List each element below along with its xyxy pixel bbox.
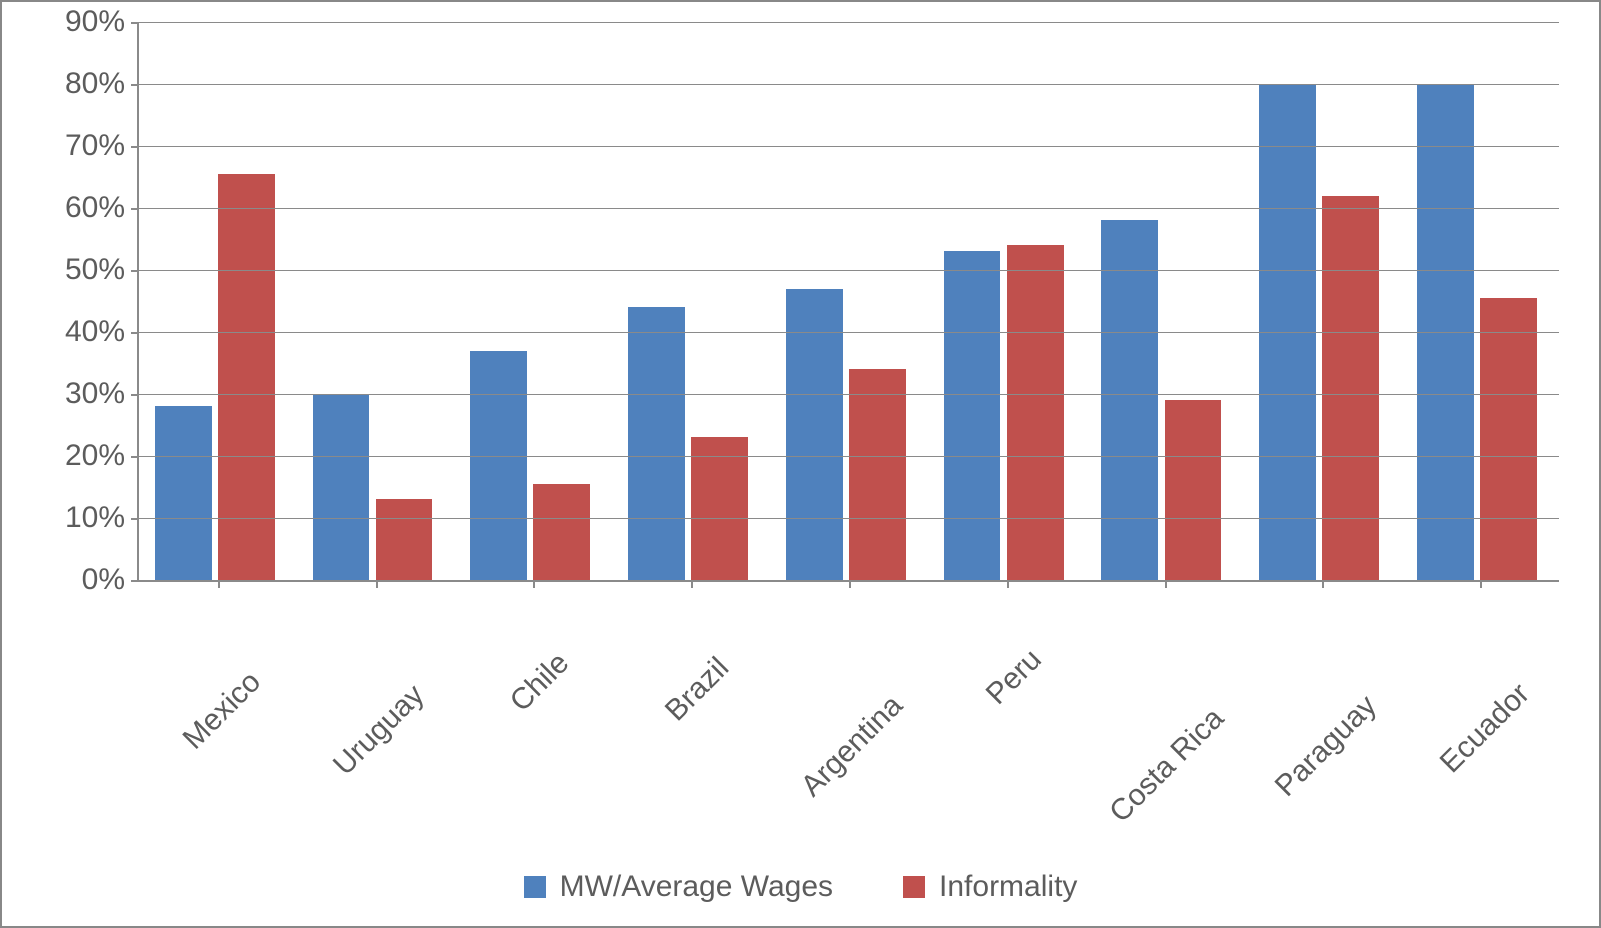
- x-label-slot: Chile: [453, 592, 611, 812]
- x-label-slot: Brazil: [611, 592, 769, 812]
- y-axis-label: 50%: [65, 253, 125, 287]
- bar: [691, 437, 748, 580]
- y-axis-tick: [131, 332, 139, 334]
- legend-swatch: [524, 876, 546, 898]
- y-axis-tick: [131, 84, 139, 86]
- x-axis-tick: [691, 580, 693, 588]
- bar: [533, 484, 590, 580]
- chart-frame: 0%10%20%30%40%50%60%70%80%90% MexicoUrug…: [0, 0, 1601, 928]
- x-axis-tick: [1007, 580, 1009, 588]
- x-axis-label-text: Chile: [504, 646, 576, 718]
- x-label-slot: Ecuador: [1401, 592, 1559, 812]
- grid-line: [139, 394, 1559, 395]
- y-axis-tick: [131, 394, 139, 396]
- x-label-slot: Paraguay: [1243, 592, 1401, 812]
- bar: [1165, 400, 1222, 580]
- y-axis-tick: [131, 518, 139, 520]
- category-slot: [1086, 22, 1244, 580]
- bar: [1480, 298, 1537, 580]
- y-axis-label: 0%: [82, 563, 125, 597]
- x-label-slot: Peru: [927, 592, 1085, 812]
- bar: [470, 351, 527, 580]
- x-axis-tick: [533, 580, 535, 588]
- legend-label: MW/Average Wages: [560, 870, 833, 904]
- x-axis-label-text: Uruguay: [327, 678, 431, 782]
- category-slot: [612, 22, 770, 580]
- bar: [1322, 196, 1379, 580]
- y-axis-label: 20%: [65, 439, 125, 473]
- bar: [313, 394, 370, 580]
- y-axis-label: 60%: [65, 191, 125, 225]
- x-label-slot: Costa Rica: [1085, 592, 1243, 812]
- y-axis-tick: [131, 22, 139, 24]
- y-axis-label: 80%: [65, 67, 125, 101]
- grid-line: [139, 332, 1559, 333]
- y-axis-tick: [131, 580, 139, 582]
- y-axis-label: 30%: [65, 377, 125, 411]
- plot-area: 0%10%20%30%40%50%60%70%80%90%: [137, 22, 1559, 582]
- y-axis-tick: [131, 456, 139, 458]
- x-label-slot: Uruguay: [295, 592, 453, 812]
- x-axis-label-text: Costa Rica: [1103, 702, 1231, 830]
- bar: [628, 307, 685, 580]
- bar: [218, 174, 275, 580]
- category-slot: [1243, 22, 1401, 580]
- category-slot: [1401, 22, 1559, 580]
- legend-item: MW/Average Wages: [524, 870, 833, 904]
- x-label-slot: Mexico: [137, 592, 295, 812]
- y-axis-label: 90%: [65, 5, 125, 39]
- x-axis-tick: [1480, 580, 1482, 588]
- y-axis-label: 70%: [65, 129, 125, 163]
- y-axis-tick: [131, 270, 139, 272]
- grid-line: [139, 518, 1559, 519]
- y-axis-tick: [131, 208, 139, 210]
- category-slot: [139, 22, 297, 580]
- x-axis-tick: [376, 580, 378, 588]
- x-axis-label: Peru: [1025, 598, 1094, 667]
- x-axis-tick: [849, 580, 851, 588]
- x-axis-tick: [1165, 580, 1167, 588]
- category-slot: [928, 22, 1086, 580]
- grid-line: [139, 84, 1559, 85]
- bar: [376, 499, 433, 580]
- y-axis-label: 10%: [65, 501, 125, 535]
- grid-line: [139, 208, 1559, 209]
- y-axis-tick: [131, 146, 139, 148]
- x-axis-tick: [1322, 580, 1324, 588]
- x-label-slot: Argentina: [769, 592, 927, 812]
- x-axis-label-text: Mexico: [177, 665, 268, 756]
- grid-line: [139, 22, 1559, 23]
- legend: MW/Average Wages Informality: [2, 870, 1599, 904]
- legend-item: Informality: [903, 870, 1077, 904]
- category-slot: [455, 22, 613, 580]
- x-axis-label-text: Peru: [980, 643, 1049, 712]
- plot-wrap: 0%10%20%30%40%50%60%70%80%90%: [57, 22, 1559, 582]
- bar: [849, 369, 906, 580]
- x-axis-label-text: Ecuador: [1434, 677, 1537, 780]
- legend-label: Informality: [939, 870, 1077, 904]
- bars-row: [139, 22, 1559, 580]
- category-slot: [297, 22, 455, 580]
- grid-line: [139, 146, 1559, 147]
- bar: [1007, 245, 1064, 580]
- x-axis-label-text: Brazil: [659, 651, 736, 728]
- grid-line: [139, 456, 1559, 457]
- bar: [155, 406, 212, 580]
- x-axis-label: Ecuador: [1513, 598, 1601, 701]
- x-axis-tick: [218, 580, 220, 588]
- x-axis-label-text: Paraguay: [1269, 689, 1384, 804]
- legend-swatch: [903, 876, 925, 898]
- category-slot: [770, 22, 928, 580]
- bar: [944, 251, 1001, 580]
- x-axis-label-text: Argentina: [795, 689, 910, 804]
- x-axis-labels: MexicoUruguayChileBrazilArgentinaPeruCos…: [137, 592, 1559, 812]
- grid-line: [139, 270, 1559, 271]
- y-axis-label: 40%: [65, 315, 125, 349]
- bar: [1101, 220, 1158, 580]
